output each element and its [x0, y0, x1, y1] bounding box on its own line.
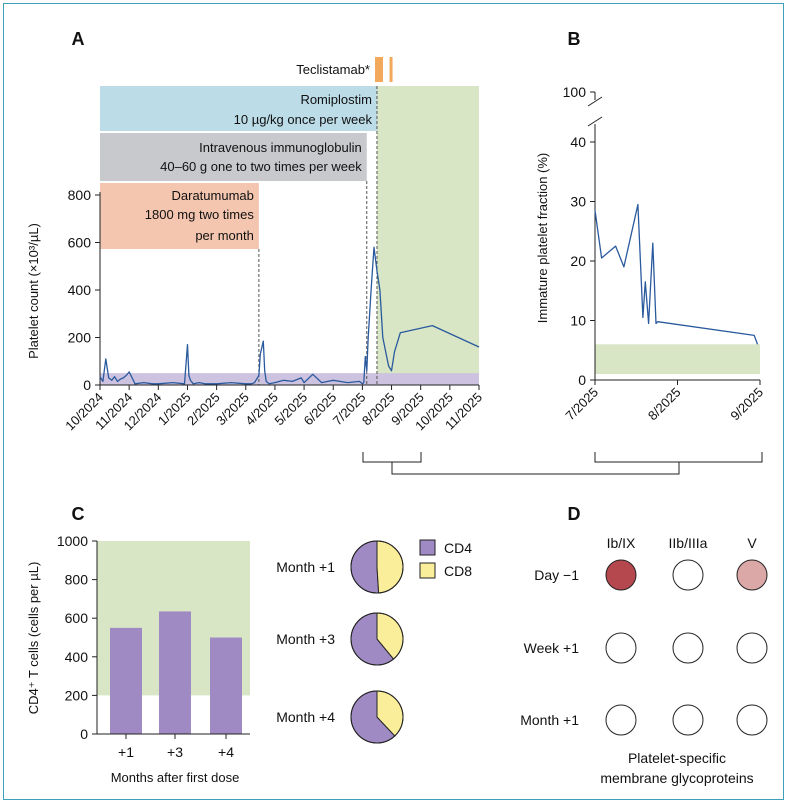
legend-label-cd8: CD8: [444, 563, 472, 579]
panel-a-y-axis-label: Platelet count (×10³/µL): [26, 223, 41, 359]
daratumumab-label: Daratumumab: [172, 188, 254, 203]
panel-d-caption-line-2: membrane glycoproteins: [600, 770, 753, 786]
panel-label-d: D: [568, 504, 581, 524]
y-tick-label: 600: [68, 235, 92, 251]
glycoprotein-antibody-dot: [605, 559, 637, 591]
figure-frame: [3, 3, 784, 800]
timepoint-row-label: Month +1: [520, 712, 579, 728]
y-tick-label: 800: [65, 572, 89, 588]
platelet-count-series: [99, 246, 480, 385]
panel-connector-bracket: [362, 452, 763, 475]
legend-swatch-cd4: [419, 539, 436, 556]
ivig-bar: [100, 133, 367, 181]
romiplostim-dose: 10 µg/kg once per week: [234, 112, 373, 127]
y-tick-label: 0: [80, 726, 88, 742]
y-tick-label: 200: [65, 687, 89, 703]
panel-c-y-axis-label: CD4⁺ T cells (cells per µL): [26, 562, 41, 715]
glycoprotein-antibody-dot: [736, 704, 768, 736]
pie-label: Month +3: [276, 631, 335, 647]
pie-outline: [350, 690, 404, 744]
daratumumab-bar: [100, 183, 259, 249]
pie-label: Month +1: [276, 559, 335, 575]
legend-label-cd4: CD4: [444, 540, 472, 556]
glycoprotein-column-header: Ib/IX: [607, 535, 636, 551]
glycoprotein-antibody-dot: [605, 632, 637, 664]
panel-c-marks: +1 +3 +4 0 200 400 600 800 1000: [57, 533, 250, 760]
x-tick-label: 9/2025: [727, 385, 766, 424]
x-tick-label: +3: [167, 744, 183, 760]
y-tick-label: 20: [570, 253, 586, 269]
ivig-label: Intravenous immunoglobulin: [199, 140, 362, 155]
x-tick-label: +4: [218, 744, 234, 760]
x-tick-label: +1: [118, 744, 134, 760]
treatment-bars: Romiplostim 10 µg/kg once per week Intrave…: [100, 57, 393, 249]
panel-label-a: A: [72, 29, 85, 49]
y-tick-label: 0: [83, 377, 91, 393]
pie-outline: [350, 540, 404, 594]
pie-slice-cd8: [376, 540, 404, 594]
teclistamab-label: Teclistamab*: [296, 62, 370, 77]
axis-break-mark: [587, 116, 603, 127]
panel-label-b: B: [568, 29, 581, 49]
glycoprotein-column-header: V: [747, 535, 757, 551]
ivig-dose: 40–60 g one to two times per week: [160, 159, 362, 174]
ipf-series: [594, 203, 759, 345]
cd4-bar: [210, 637, 242, 734]
glycoprotein-antibody-dot: [736, 559, 768, 591]
x-tick-label: 8/2025: [645, 385, 684, 424]
panel-b-marks: 100 0 10 20 30 40 7/2025 8/2025 9/2025: [562, 84, 766, 423]
y-tick-label: 400: [68, 282, 92, 298]
panel-a-chart: Romiplostim 10 µg/kg once per week Intrave…: [26, 57, 485, 433]
panel-b-chart: 100 0 10 20 30 40 7/2025 8/2025 9/2025 Immature …: [535, 84, 766, 423]
glycoprotein-antibody-dot: [672, 559, 704, 591]
pie-outline: [350, 612, 404, 666]
legend-swatch-cd8: [419, 562, 436, 579]
cd4-cd8-pies: Month +1 Month +3 Month +4 CD4 CD8: [276, 539, 472, 744]
panel-c-chart: +1 +3 +4 0 200 400 600 800 1000 CD4⁺ T cells (ce…: [26, 533, 250, 785]
panel-a-background: [100, 86, 479, 385]
y-tick-label: 40: [570, 134, 586, 150]
glycoprotein-antibody-dot: [736, 632, 768, 664]
glycoprotein-antibody-dot: [605, 704, 637, 736]
normal-ipf-band: [595, 344, 760, 375]
y-tick-label: 400: [65, 649, 89, 665]
y-tick-label: 0: [578, 372, 586, 388]
y-tick-label: 100: [563, 84, 587, 100]
panel-label-c: C: [72, 504, 85, 524]
y-tick-label: 600: [65, 610, 89, 626]
panel-d-glycoproteins: Ib/IX IIb/IIIa V Day −1 Week +1 Month +1 Plate…: [520, 535, 768, 786]
cd4-bar: [159, 611, 191, 734]
panel-c-x-axis-label: Months after first dose: [111, 770, 240, 785]
cd4-bar: [110, 627, 142, 734]
daratumumab-frequency: per month: [195, 228, 254, 243]
timepoint-row-label: Day −1: [534, 567, 579, 583]
y-tick-label: 30: [570, 194, 586, 210]
panel-b-y-axis-label: Immature platelet fraction (%): [535, 153, 550, 324]
romiplostim-label: Romiplostim: [300, 92, 372, 107]
axis-break-mark: [587, 96, 603, 107]
low-platelet-band: [100, 373, 479, 385]
daratumumab-dose: 1800 mg two times: [145, 207, 255, 222]
glycoprotein-antibody-dot: [672, 704, 704, 736]
teclistamab-dose-1: [375, 57, 383, 82]
post-teclistamab-region: [376, 86, 479, 385]
glycoprotein-column-header: IIb/IIIa: [669, 535, 708, 551]
pie-slice-cd4: [350, 540, 380, 594]
glycoprotein-antibody-dot: [672, 632, 704, 664]
teclistamab-dose-2: [389, 57, 393, 82]
timepoint-row-label: Week +1: [524, 640, 580, 656]
romiplostim-bar: [100, 86, 377, 131]
y-tick-label: 200: [68, 330, 92, 346]
y-tick-label: 10: [570, 313, 586, 329]
x-tick-label: 7/2025: [562, 385, 601, 424]
pie-label: Month +4: [276, 709, 335, 725]
y-tick-label: 800: [68, 187, 92, 203]
y-tick-label: 1000: [57, 533, 88, 549]
panel-d-caption-line-1: Platelet-specific: [628, 750, 726, 766]
